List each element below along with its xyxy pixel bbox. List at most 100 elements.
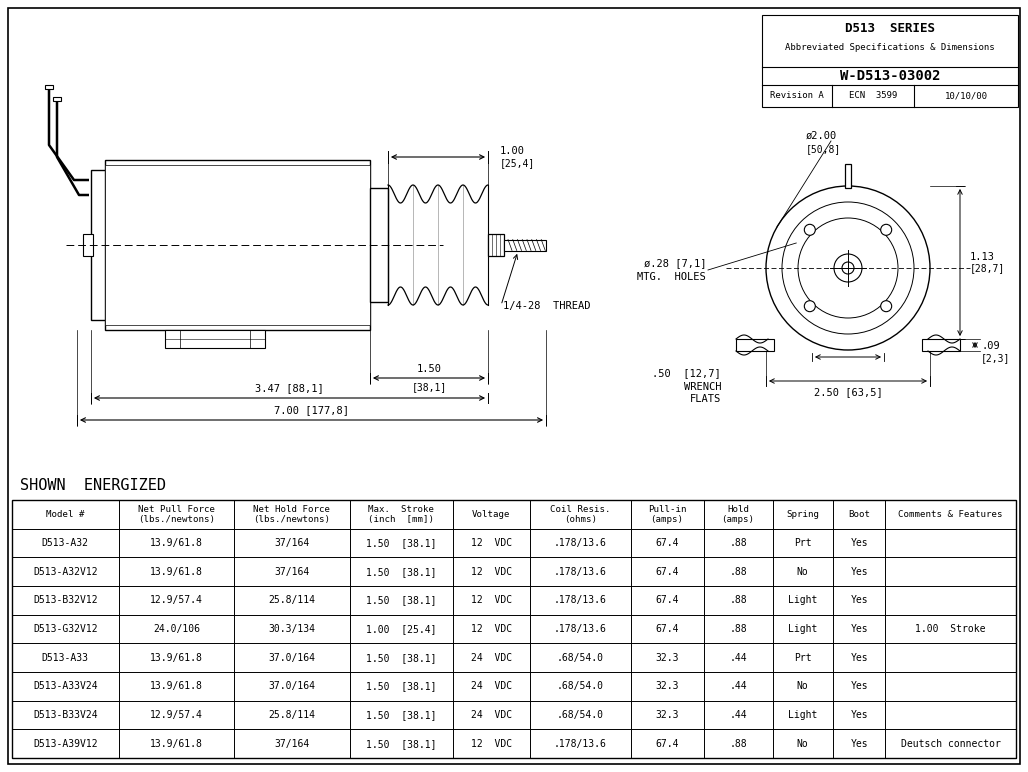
Text: .88: .88 <box>729 624 746 634</box>
Bar <box>12 500 1016 758</box>
Text: 24.0/106: 24.0/106 <box>153 624 199 634</box>
Text: ECN  3599: ECN 3599 <box>849 92 897 100</box>
Text: Comments & Features: Comments & Features <box>898 510 1003 519</box>
Bar <box>504 239 546 250</box>
Circle shape <box>881 225 891 235</box>
Text: 12.9/57.4: 12.9/57.4 <box>150 595 203 605</box>
Circle shape <box>782 202 914 334</box>
Text: 37/164: 37/164 <box>274 739 309 749</box>
Text: 37/164: 37/164 <box>274 538 309 548</box>
Text: [2,3]: [2,3] <box>981 353 1011 363</box>
Text: 67.4: 67.4 <box>656 538 678 548</box>
Text: 32.3: 32.3 <box>656 652 678 662</box>
Text: 12  VDC: 12 VDC <box>471 624 512 634</box>
Text: .178/13.6: .178/13.6 <box>554 624 607 634</box>
Text: 30.3/134: 30.3/134 <box>268 624 316 634</box>
Text: D513-A39V12: D513-A39V12 <box>33 739 98 749</box>
Text: Prt: Prt <box>794 652 811 662</box>
Bar <box>762 15 1018 107</box>
Text: No: No <box>797 682 809 692</box>
Text: Yes: Yes <box>850 624 868 634</box>
Text: 1.50  [38.1]: 1.50 [38.1] <box>366 739 436 749</box>
Circle shape <box>804 300 815 312</box>
Text: .178/13.6: .178/13.6 <box>554 567 607 577</box>
Text: .88: .88 <box>729 595 746 605</box>
Text: 12  VDC: 12 VDC <box>471 567 512 577</box>
Bar <box>45 85 53 89</box>
Text: 25.8/114: 25.8/114 <box>268 710 316 720</box>
Text: 67.4: 67.4 <box>656 567 678 577</box>
Text: 1.13: 1.13 <box>970 252 995 262</box>
Text: SHOWN  ENERGIZED: SHOWN ENERGIZED <box>20 478 166 493</box>
Text: .44: .44 <box>729 652 746 662</box>
Text: 1.00: 1.00 <box>500 146 525 156</box>
Text: 13.9/61.8: 13.9/61.8 <box>150 739 203 749</box>
Text: Light: Light <box>788 710 817 720</box>
Text: 1.50  [38.1]: 1.50 [38.1] <box>366 710 436 720</box>
Text: 1.50  [38.1]: 1.50 [38.1] <box>366 538 436 548</box>
Text: .09: .09 <box>981 341 1000 351</box>
Text: 1.50  [38.1]: 1.50 [38.1] <box>366 682 436 692</box>
Text: D513-B32V12: D513-B32V12 <box>33 595 98 605</box>
Text: 1.50  [38.1]: 1.50 [38.1] <box>366 595 436 605</box>
Text: 24  VDC: 24 VDC <box>471 710 512 720</box>
Text: No: No <box>797 567 809 577</box>
Text: Net Hold Force
(lbs./newtons): Net Hold Force (lbs./newtons) <box>253 505 330 524</box>
Bar <box>105 165 370 325</box>
Circle shape <box>834 254 862 282</box>
Bar <box>488 234 504 256</box>
Circle shape <box>798 218 898 318</box>
Text: 67.4: 67.4 <box>656 739 678 749</box>
Text: 13.9/61.8: 13.9/61.8 <box>150 682 203 692</box>
Text: 24  VDC: 24 VDC <box>471 652 512 662</box>
Text: .68/54.0: .68/54.0 <box>557 682 604 692</box>
Text: 10/10/00: 10/10/00 <box>945 92 988 100</box>
Circle shape <box>804 225 815 235</box>
Text: D513-G32V12: D513-G32V12 <box>33 624 98 634</box>
Text: Net Pull Force
(lbs./newtons): Net Pull Force (lbs./newtons) <box>138 505 215 524</box>
Text: No: No <box>797 739 809 749</box>
Text: Light: Light <box>788 595 817 605</box>
Text: .44: .44 <box>729 710 746 720</box>
Text: ø.28 [7,1]: ø.28 [7,1] <box>644 258 706 268</box>
Text: Yes: Yes <box>850 682 868 692</box>
Bar <box>845 164 851 188</box>
Text: Abbreviated Specifications & Dimensions: Abbreviated Specifications & Dimensions <box>785 42 995 52</box>
Circle shape <box>766 186 930 350</box>
Text: Light: Light <box>788 624 817 634</box>
Text: .50  [12,7]: .50 [12,7] <box>652 368 721 378</box>
Text: 3.47 [88,1]: 3.47 [88,1] <box>255 383 324 393</box>
Text: D513-A33V24: D513-A33V24 <box>33 682 98 692</box>
Text: [25,4]: [25,4] <box>500 158 536 168</box>
Text: 13.9/61.8: 13.9/61.8 <box>150 567 203 577</box>
Text: .178/13.6: .178/13.6 <box>554 538 607 548</box>
Text: 37.0/164: 37.0/164 <box>268 652 316 662</box>
Text: Voltage: Voltage <box>472 510 511 519</box>
Text: FLATS: FLATS <box>690 394 721 404</box>
Text: 1.50  [38.1]: 1.50 [38.1] <box>366 567 436 577</box>
Text: Prt: Prt <box>794 538 811 548</box>
Text: [50,8]: [50,8] <box>806 144 841 154</box>
Text: .178/13.6: .178/13.6 <box>554 739 607 749</box>
Text: D513-A32: D513-A32 <box>42 538 88 548</box>
Text: MTG.  HOLES: MTG. HOLES <box>637 272 706 282</box>
Bar <box>370 188 388 302</box>
Bar <box>83 234 93 256</box>
Text: 7.00 [177,8]: 7.00 [177,8] <box>274 405 348 415</box>
Text: Yes: Yes <box>850 538 868 548</box>
Text: .178/13.6: .178/13.6 <box>554 595 607 605</box>
Text: [38,1]: [38,1] <box>411 382 446 392</box>
Text: Spring: Spring <box>786 510 819 519</box>
Text: Yes: Yes <box>850 710 868 720</box>
Text: D513-A32V12: D513-A32V12 <box>33 567 98 577</box>
Text: 12  VDC: 12 VDC <box>471 739 512 749</box>
Text: 12.9/57.4: 12.9/57.4 <box>150 710 203 720</box>
Text: Max.  Stroke
(inch  [mm]): Max. Stroke (inch [mm]) <box>368 505 434 524</box>
Text: 13.9/61.8: 13.9/61.8 <box>150 652 203 662</box>
Text: Coil Resis.
(ohms): Coil Resis. (ohms) <box>550 505 611 524</box>
Text: Revision A: Revision A <box>770 92 823 100</box>
Text: 12  VDC: 12 VDC <box>471 595 512 605</box>
Text: ø2.00: ø2.00 <box>806 131 837 141</box>
Circle shape <box>881 300 891 312</box>
Text: Hold
(amps): Hold (amps) <box>722 505 755 524</box>
